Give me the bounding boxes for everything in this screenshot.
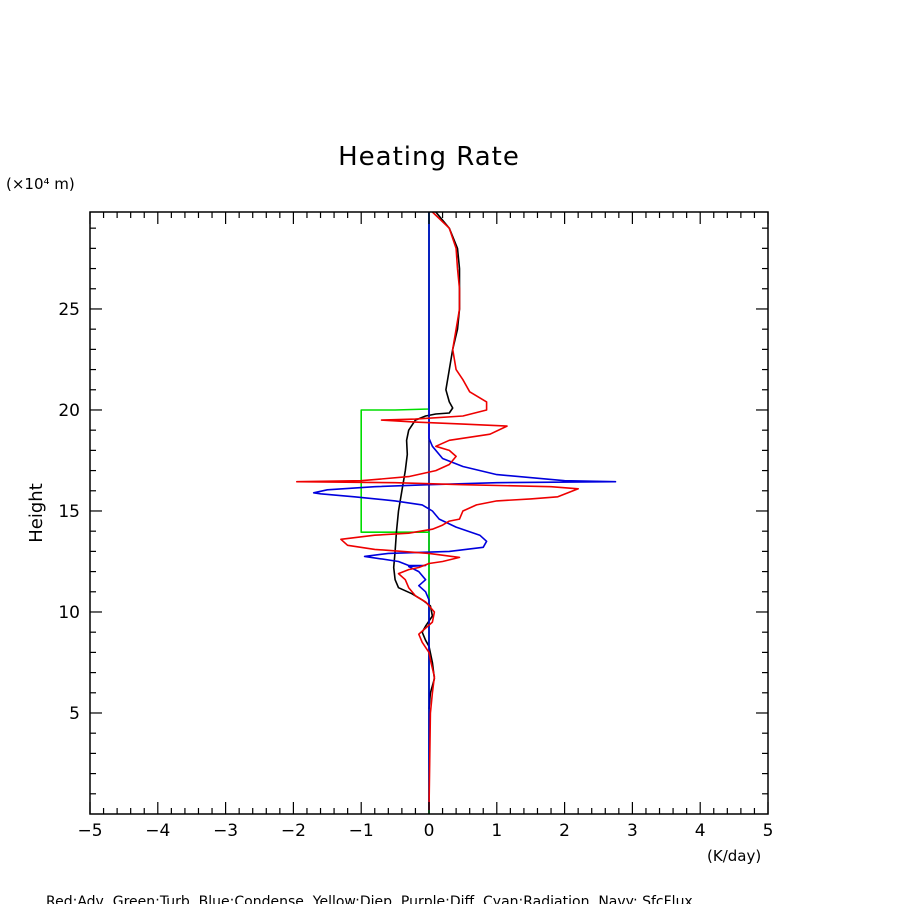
legend-text: Red:Adv Green:Turb Blue:Condense Yellow:… [46, 894, 693, 904]
x-axis-unit: (K/day) [707, 847, 761, 865]
series-line-green [360, 212, 430, 814]
y-axis-label: Height [26, 483, 47, 543]
x-tick-label: −3 [213, 821, 238, 841]
ticks-layer: −5 −4 −3 −2 −1 0 1 2 3 4 5 5 10 15 20 25 [58, 212, 773, 841]
x-tick-label: 2 [559, 821, 570, 841]
series-line-red [296, 211, 579, 811]
x-tick-label: −1 [349, 821, 374, 841]
y-tick-label: 10 [58, 603, 80, 623]
x-tick-label: −2 [281, 821, 306, 841]
y-tick-label: 25 [58, 300, 80, 320]
series-layer [296, 211, 617, 814]
x-tick-label: 4 [695, 821, 706, 841]
x-tick-label: −4 [145, 821, 170, 841]
x-tick-label: 3 [627, 821, 638, 841]
chart-title: Heating Rate [338, 142, 520, 172]
series-line-blue [312, 212, 617, 810]
y-axis-unit: (×10⁴ m) [6, 175, 75, 193]
y-tick-label: 15 [58, 502, 80, 522]
y-tick-label: 20 [58, 401, 80, 421]
x-tick-label: −5 [77, 821, 102, 841]
x-tick-label: 0 [424, 821, 435, 841]
x-tick-label: 5 [763, 821, 774, 841]
y-tick-label: 5 [69, 704, 80, 724]
x-tick-label: 1 [491, 821, 502, 841]
